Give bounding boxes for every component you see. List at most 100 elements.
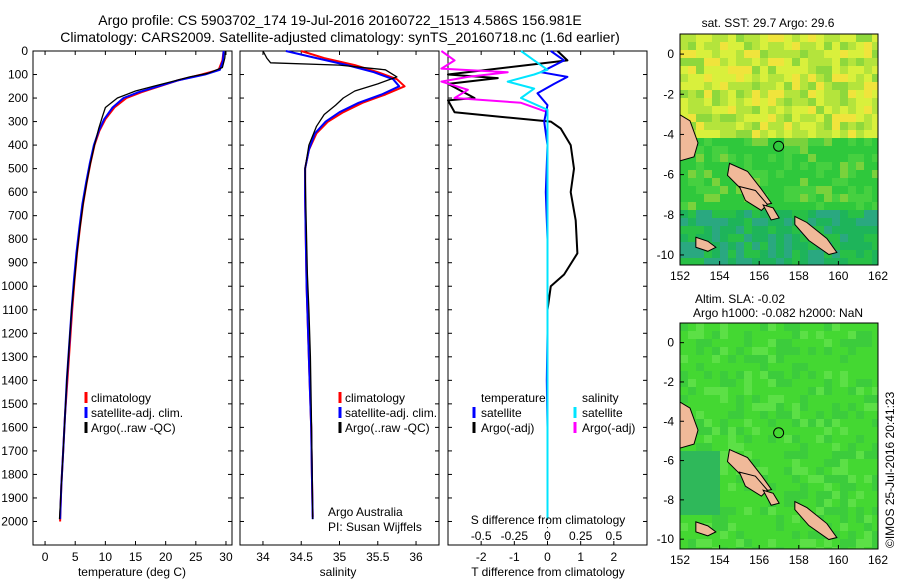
map-cell <box>720 443 728 451</box>
map-cell <box>760 138 768 146</box>
map-cell <box>832 387 840 395</box>
map-cell <box>712 507 720 515</box>
map-cell <box>728 435 736 443</box>
map-cell <box>808 435 816 443</box>
map-cell <box>744 515 752 523</box>
map-cell <box>808 531 816 539</box>
map-cell <box>752 379 760 387</box>
map-cell <box>728 475 736 483</box>
map-cell <box>856 403 864 411</box>
map-cell <box>680 475 688 483</box>
map-cell <box>784 194 792 202</box>
map-cell <box>712 210 720 218</box>
map-cell <box>872 427 878 435</box>
map-cell <box>856 491 864 499</box>
map-cell <box>840 499 848 507</box>
map-cell <box>744 82 752 90</box>
map-cell <box>792 234 800 242</box>
map-cell <box>720 435 728 443</box>
map-cell <box>744 507 752 515</box>
map-cell <box>784 371 792 379</box>
map-cell <box>848 355 856 363</box>
map-cell <box>840 475 848 483</box>
map-cell <box>712 475 720 483</box>
map-cell <box>760 210 768 218</box>
map-cell <box>768 531 776 539</box>
map-cell <box>760 371 768 379</box>
map-cell <box>760 234 768 242</box>
map-cell <box>792 186 800 194</box>
map-cell <box>808 50 816 58</box>
map-cell <box>784 499 792 507</box>
map-cell <box>728 387 736 395</box>
map-cell <box>760 186 768 194</box>
map-cell <box>784 435 792 443</box>
map-cell <box>728 523 736 531</box>
map-cell <box>768 202 776 210</box>
map-cell <box>712 226 720 234</box>
map-cell <box>832 459 840 467</box>
map-cell <box>832 42 840 50</box>
map-cell <box>832 234 840 242</box>
map-cell <box>696 106 704 114</box>
map-cell <box>776 435 784 443</box>
map-cell <box>840 66 848 74</box>
map-cell <box>816 66 824 74</box>
map-cell <box>824 106 832 114</box>
map-cell <box>760 226 768 234</box>
map-cell <box>744 242 752 250</box>
map-cell <box>688 186 696 194</box>
map-cell <box>872 523 878 531</box>
map-cell <box>752 547 760 549</box>
map-cell <box>824 98 832 106</box>
map-cell <box>872 331 878 339</box>
map-cell <box>840 483 848 491</box>
map-cell <box>680 483 688 491</box>
map-cell <box>840 467 848 475</box>
map-cell <box>856 34 864 42</box>
map-cell <box>760 66 768 74</box>
map-cell <box>832 242 840 250</box>
map-cell <box>808 106 816 114</box>
map-cell <box>792 451 800 459</box>
map-cell <box>744 250 752 258</box>
map-cell <box>832 451 840 459</box>
map-cell <box>784 427 792 435</box>
map-cell <box>696 451 704 459</box>
map-cell <box>784 355 792 363</box>
map-cell <box>744 451 752 459</box>
map-cell <box>800 387 808 395</box>
map-cell <box>848 475 856 483</box>
map-cell <box>704 395 712 403</box>
map-cell <box>816 467 824 475</box>
map-cell <box>752 347 760 355</box>
map-cell <box>816 539 824 547</box>
map-cell <box>680 547 688 549</box>
map-cell <box>848 106 856 114</box>
map-cell <box>712 395 720 403</box>
temperature-xlabel: temperature (deg C) <box>78 565 186 579</box>
map-cell <box>800 483 808 491</box>
map-cell <box>864 90 872 98</box>
map-cell <box>824 427 832 435</box>
s-tick-label: -0.5 <box>471 529 492 543</box>
map-cell <box>704 483 712 491</box>
map-cell <box>848 419 856 427</box>
map-cell <box>808 379 816 387</box>
map-cell <box>840 451 848 459</box>
map-cell <box>864 419 872 427</box>
map-cell <box>808 371 816 379</box>
map-cell <box>776 379 784 387</box>
map-cell <box>752 459 760 467</box>
map-cell <box>792 347 800 355</box>
map-cell <box>696 98 704 106</box>
map-cell <box>832 483 840 491</box>
map-cell <box>816 130 824 138</box>
map-cell <box>736 234 744 242</box>
map-cell <box>704 138 712 146</box>
map-cell <box>856 339 864 347</box>
map-cell <box>776 106 784 114</box>
map-cell <box>680 371 688 379</box>
map-cell <box>760 74 768 82</box>
map-cell <box>768 122 776 130</box>
